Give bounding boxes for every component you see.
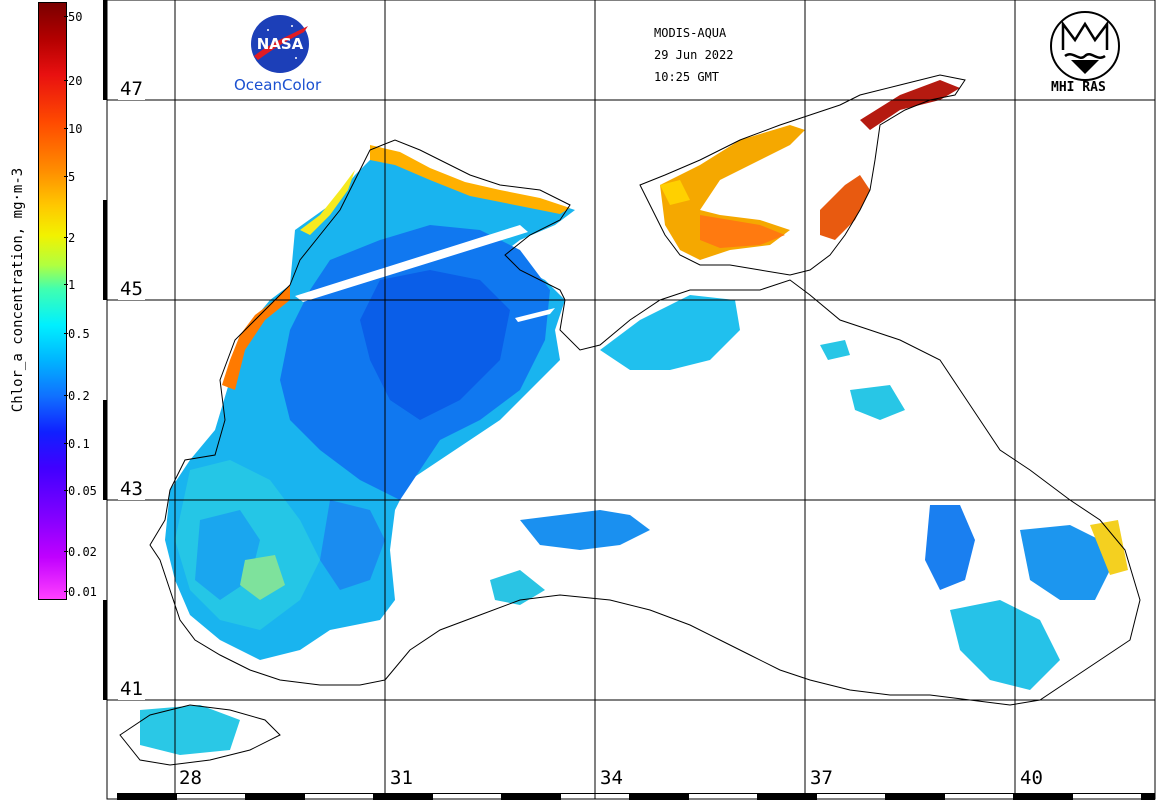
coastline xyxy=(119,74,1141,766)
longitude-label: 28 xyxy=(177,767,204,789)
colorbar-tick: 0.2 xyxy=(64,389,90,403)
colorbar-tick: 0.5 xyxy=(64,327,90,341)
colorbar-tick: 5 xyxy=(63,170,76,184)
colorbar-tick: 10 xyxy=(63,122,83,136)
azov-sea-field xyxy=(660,80,960,260)
colorbar-gradient xyxy=(38,2,67,600)
latitude-label: 43 xyxy=(118,478,145,500)
graticule xyxy=(107,0,1155,799)
colorbar-tick: 50 xyxy=(63,10,83,24)
sensor-label: MODIS-AQUA xyxy=(654,26,727,40)
latitude-scale-bar xyxy=(103,0,107,700)
latitude-label: 45 xyxy=(118,278,145,300)
time-label: 10:25 GMT xyxy=(654,70,720,84)
colorbar-tick: 0.1 xyxy=(64,437,90,451)
colorbar-legend: Chlor_a concentration, mg·m-3 50 20 10 5… xyxy=(0,0,108,602)
longitude-label: 34 xyxy=(598,767,625,789)
colorbar-tick: 20 xyxy=(63,74,83,88)
mhi-ras-label: MHI RAS xyxy=(1051,80,1106,95)
chlorophyll-field-west xyxy=(165,145,575,660)
longitude-label: 40 xyxy=(1018,767,1045,789)
latitude-label: 47 xyxy=(118,78,145,100)
date-label: 29 Jun 2022 xyxy=(654,48,734,62)
nasa-logo-icon: NASA xyxy=(251,15,309,73)
mhi-ras-logo-icon xyxy=(1050,11,1120,81)
colorbar-tick: 0.01 xyxy=(64,585,97,599)
colorbar-tick: 0.02 xyxy=(64,545,97,559)
colorbar-tick: 0.05 xyxy=(64,484,97,498)
longitude-scale-bar xyxy=(117,793,1155,800)
image-metadata: MODIS-AQUA 29 Jun 2022 10:25 GMT xyxy=(654,22,733,88)
nasa-wordmark: NASA xyxy=(257,35,304,53)
oceancolor-label: OceanColor xyxy=(234,76,322,94)
colorbar-tick: 2 xyxy=(63,231,76,245)
longitude-label: 31 xyxy=(388,767,415,789)
longitude-label: 37 xyxy=(808,767,835,789)
colorbar-tick: 1 xyxy=(63,278,76,292)
chlorophyll-field-east xyxy=(140,295,1128,755)
latitude-label: 41 xyxy=(118,678,145,700)
